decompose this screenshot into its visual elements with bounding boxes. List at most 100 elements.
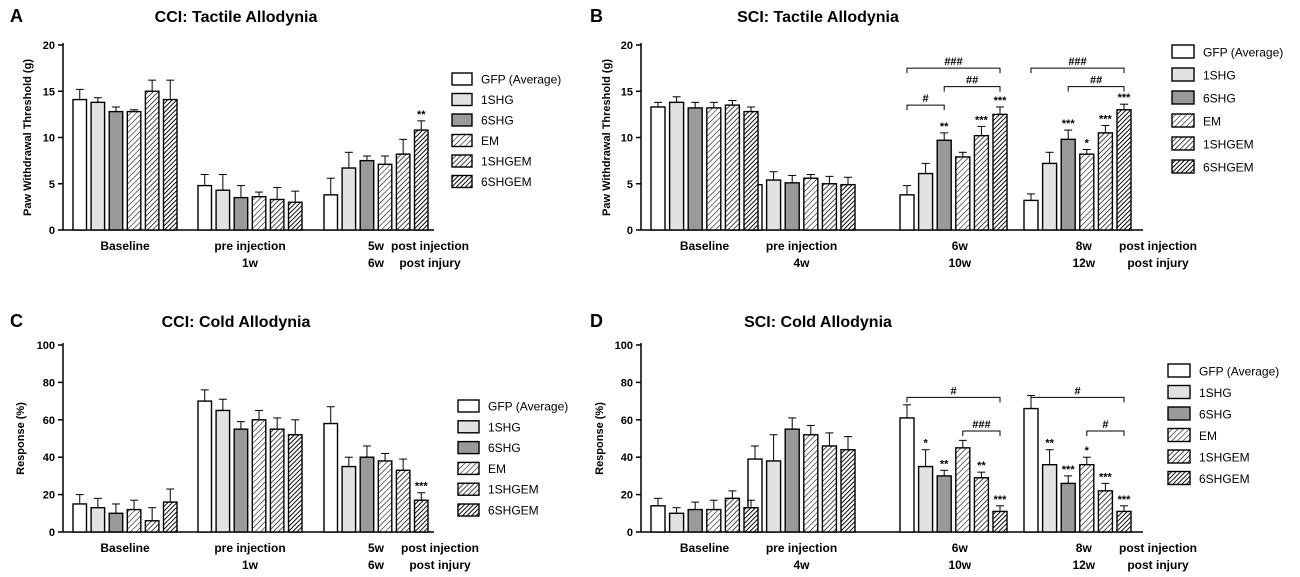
comparison-bracket [943, 86, 1001, 92]
legend-label: EM [1199, 429, 1217, 443]
bar-em-0 [706, 508, 722, 533]
bar-1shg-3 [1041, 463, 1058, 533]
legend-swatch-6shgem [1171, 159, 1195, 174]
bar-1shg-1 [765, 460, 782, 533]
group-sublabel: 4w [793, 558, 810, 572]
legend-swatch-em [1167, 427, 1191, 443]
bar-gfp-average-1 [197, 400, 213, 533]
y-tick-label: 5 [627, 179, 633, 191]
y-tick-label: 0 [627, 527, 633, 539]
bar-1shgem-1 [821, 445, 838, 533]
bar-1shg-2 [917, 172, 934, 231]
panel-title: CCI: Cold Allodynia [162, 314, 311, 331]
bar-6shg-0 [108, 512, 124, 533]
bar-gfp-average-0 [72, 503, 88, 533]
legend-label: 1SHG [488, 420, 521, 434]
bracket-marker: # [1102, 419, 1108, 431]
bar-6shgem-0 [743, 506, 759, 533]
comparison-bracket [1030, 67, 1125, 74]
legend-swatch-gfp-average [451, 72, 473, 86]
bar-em-1 [803, 177, 819, 231]
post-injection-label: post injection [391, 239, 469, 253]
panel-letter: D [590, 311, 603, 331]
legend-label: 6SHGEM [1199, 472, 1250, 486]
significance-marker: *** [975, 114, 989, 126]
bar-6shgem-1 [287, 201, 303, 231]
bar-1shgem-0 [144, 90, 160, 231]
legend-label: 1SHG [1199, 386, 1232, 400]
panel-d: D SCI: Cold Allodynia Response (%) 0 20 40 60 8… [590, 311, 1279, 572]
bar-6shgem-3 [1116, 109, 1132, 231]
bar-6shg-1 [233, 428, 249, 533]
legend-label: 1SHG [1203, 69, 1236, 83]
significance-marker: *** [1118, 92, 1132, 104]
bar-6shg-0 [687, 508, 703, 533]
bar-1shgem-1 [269, 428, 285, 533]
panel-title: SCI: Tactile Allodynia [737, 9, 899, 26]
legend-swatch-6shg [451, 113, 473, 127]
group-label: Baseline [680, 239, 730, 253]
bar-gfp-average-3 [1023, 199, 1039, 231]
bar-1shg-2 [341, 167, 357, 231]
bar-1shg-3 [1041, 162, 1058, 231]
y-axis-label: Response (%) [594, 402, 606, 475]
bar-1shg-2 [341, 465, 357, 533]
post-injury-label: post injury [409, 558, 471, 572]
significance-marker: ** [1045, 438, 1054, 450]
y-tick-label: 100 [37, 340, 55, 352]
bar-6shgem-0 [162, 501, 178, 533]
significance-marker: ** [417, 109, 426, 121]
group-label: 5w [368, 541, 385, 555]
y-tick-label: 20 [621, 490, 633, 502]
y-tick-label: 0 [49, 225, 55, 237]
group-sublabel: 1w [242, 558, 259, 572]
group-sublabel: 12w [1072, 558, 1095, 572]
y-axis-label: Paw Withdrawal Threshold (g) [601, 59, 613, 216]
post-injury-label: post injury [1127, 256, 1189, 270]
bar-1shgem-2 [973, 477, 990, 533]
bar-1shg-1 [215, 189, 231, 231]
bar-em-2 [377, 460, 393, 533]
legend-label: 1SHGEM [488, 483, 539, 497]
legend-swatch-gfp-average [1171, 44, 1195, 59]
y-tick-label: 40 [621, 452, 633, 464]
group-sublabel: 12w [1072, 256, 1095, 270]
comparison-bracket [1030, 396, 1125, 403]
bar-6shgem-2 [992, 113, 1008, 231]
panel-c: C CCI: Cold Allodynia Response (%) 0 20 40 60 8… [10, 311, 568, 572]
legend-label: EM [1203, 115, 1221, 129]
bar-em-2 [955, 447, 971, 533]
legend-swatch-em [451, 133, 473, 148]
y-tick-label: 60 [621, 415, 633, 427]
legend-label: EM [488, 462, 506, 476]
legend-label: 1SHGEM [481, 155, 532, 169]
bar-em-3 [1079, 463, 1095, 533]
bar-1shg-0 [90, 506, 106, 533]
comparison-bracket [1067, 86, 1125, 92]
significance-marker: ** [940, 458, 949, 470]
post-injection-label: post injection [1119, 239, 1197, 253]
legend-swatch-1shg [451, 92, 473, 107]
bar-1shg-1 [765, 179, 782, 231]
group-label: Baseline [100, 541, 150, 555]
y-tick-label: 80 [43, 377, 55, 389]
post-injection-label: post injection [401, 541, 479, 555]
legend-label: GFP (Average) [1203, 46, 1283, 60]
y-tick-label: 100 [615, 340, 633, 352]
panel-title: SCI: Cold Allodynia [744, 314, 892, 331]
bracket-marker: # [1074, 385, 1080, 397]
legend-label: GFP (Average) [481, 73, 561, 87]
bar-6shgem-3 [1116, 510, 1132, 533]
y-tick-label: 60 [43, 415, 55, 427]
legend-label: GFP (Average) [1199, 365, 1279, 379]
legend-swatch-1shgem [457, 482, 480, 496]
bar-6shg-2 [359, 159, 375, 231]
bar-em-1 [251, 195, 267, 231]
bar-gfp-average-0 [72, 98, 88, 231]
bar-em-2 [377, 163, 393, 231]
legend-swatch-6shg [457, 440, 480, 455]
comparison-bracket [962, 430, 1001, 437]
y-tick-label: 20 [43, 490, 55, 502]
group-label: Baseline [680, 541, 730, 555]
